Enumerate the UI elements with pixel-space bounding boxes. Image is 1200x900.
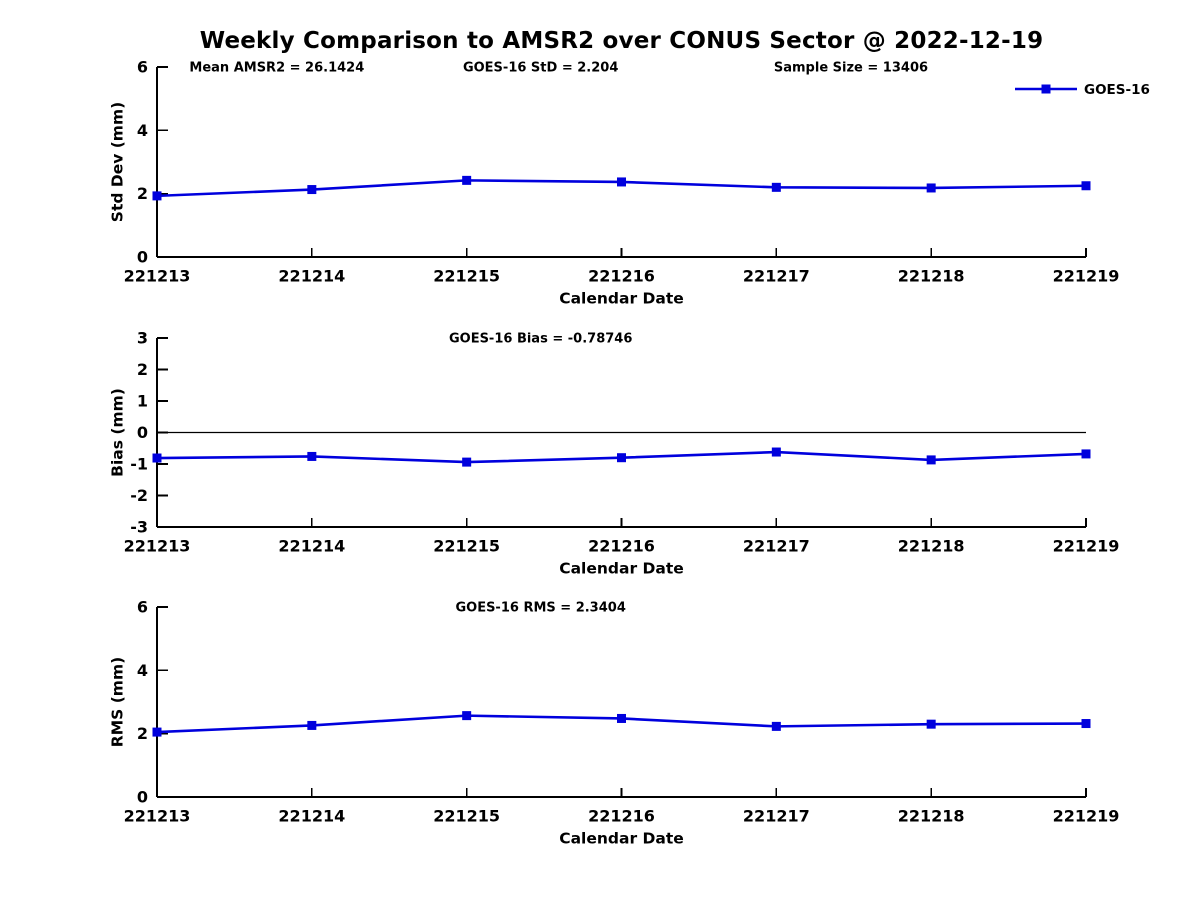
- data-marker: [617, 713, 626, 723]
- y-tick-label: 0: [137, 248, 148, 267]
- x-tick-label: 221215: [433, 807, 500, 826]
- data-marker: [771, 721, 781, 731]
- data-marker: [307, 451, 317, 461]
- y-tick-label: 6: [137, 598, 148, 617]
- y-tick-label: 0: [137, 788, 148, 807]
- y-axis-label: RMS (mm): [109, 657, 127, 747]
- y-tick-label: 2: [137, 724, 148, 743]
- data-marker: [926, 719, 936, 729]
- y-tick-label: -2: [130, 486, 148, 505]
- x-tick-label: 221218: [898, 537, 965, 556]
- annotation: Sample Size = 13406: [774, 61, 928, 76]
- y-axis-label: Std Dev (mm): [109, 102, 127, 222]
- data-marker: [152, 727, 162, 737]
- x-tick-label: 221215: [433, 267, 500, 286]
- std-dev-subplot: 0 2 4 6 221213 221214 221215 221216 221217 221218…: [109, 58, 1150, 308]
- data-marker: [771, 447, 781, 457]
- y-tick-label: 4: [137, 661, 148, 680]
- x-axis-label: Calendar Date: [559, 830, 684, 848]
- y-tick-label: 4: [137, 121, 148, 140]
- data-marker: [307, 720, 317, 730]
- y-tick-label: 0: [137, 423, 148, 442]
- x-tick-label: 221219: [1053, 267, 1120, 286]
- data-marker: [152, 191, 162, 201]
- y-tick-label: 3: [137, 329, 148, 348]
- legend: GOES-16: [1015, 82, 1150, 98]
- data-marker: [617, 177, 626, 187]
- y-tick-label: -1: [130, 455, 148, 474]
- x-tick-label: 221216: [588, 537, 655, 556]
- x-tick-label: 221217: [743, 807, 810, 826]
- data-marker: [307, 185, 317, 195]
- legend-label: GOES-16: [1084, 82, 1150, 98]
- data-marker: [1081, 719, 1091, 729]
- x-tick-label: 221213: [124, 807, 191, 826]
- x-tick-label: 221213: [124, 267, 191, 286]
- data-marker: [1081, 181, 1091, 191]
- y-tick-label: -3: [130, 518, 148, 537]
- data-marker: [1081, 449, 1091, 459]
- legend-marker: [1041, 84, 1051, 94]
- annotation: GOES-16 Bias = -0.78746: [449, 332, 632, 347]
- rms-subplot: 0 2 4 6 221213 221214 221215 221216 221217 221218…: [109, 598, 1120, 848]
- y-tick-label: 2: [137, 360, 148, 379]
- x-tick-label: 221219: [1053, 537, 1120, 556]
- x-tick-label: 221217: [743, 267, 810, 286]
- x-tick-label: 221217: [743, 537, 810, 556]
- data-marker: [926, 183, 936, 193]
- x-tick-label: 221215: [433, 537, 500, 556]
- y-tick-label: 2: [137, 184, 148, 203]
- x-tick-label: 221214: [278, 267, 345, 286]
- data-marker: [152, 453, 162, 463]
- y-axis-label: Bias (mm): [109, 388, 127, 477]
- y-tick-label: 1: [137, 392, 148, 411]
- data-marker: [617, 453, 626, 463]
- data-marker: [771, 182, 781, 192]
- annotation: Mean AMSR2 = 26.1424: [189, 61, 364, 76]
- chart-title: Weekly Comparison to AMSR2 over CONUS Se…: [199, 28, 1044, 54]
- data-marker: [462, 457, 472, 467]
- x-tick-label: 221214: [278, 537, 345, 556]
- x-tick-label: 221216: [588, 807, 655, 826]
- annotation: GOES-16 StD = 2.204: [463, 61, 618, 76]
- x-axis-label: Calendar Date: [559, 560, 684, 578]
- data-marker: [462, 175, 472, 185]
- x-tick-label: 221213: [124, 537, 191, 556]
- x-tick-label: 221218: [898, 807, 965, 826]
- y-tick-label: 6: [137, 58, 148, 77]
- bias-subplot: -3 -2 -1 0 1 2 3 221213 221214 221215 221216 221217…: [109, 329, 1120, 578]
- data-marker: [462, 711, 472, 721]
- x-tick-label: 221219: [1053, 807, 1120, 826]
- x-tick-label: 221218: [898, 267, 965, 286]
- data-marker: [926, 455, 936, 465]
- x-axis-label: Calendar Date: [559, 290, 684, 308]
- x-tick-label: 221216: [588, 267, 655, 286]
- annotation: GOES-16 RMS = 2.3404: [455, 601, 625, 616]
- x-tick-label: 221214: [278, 807, 345, 826]
